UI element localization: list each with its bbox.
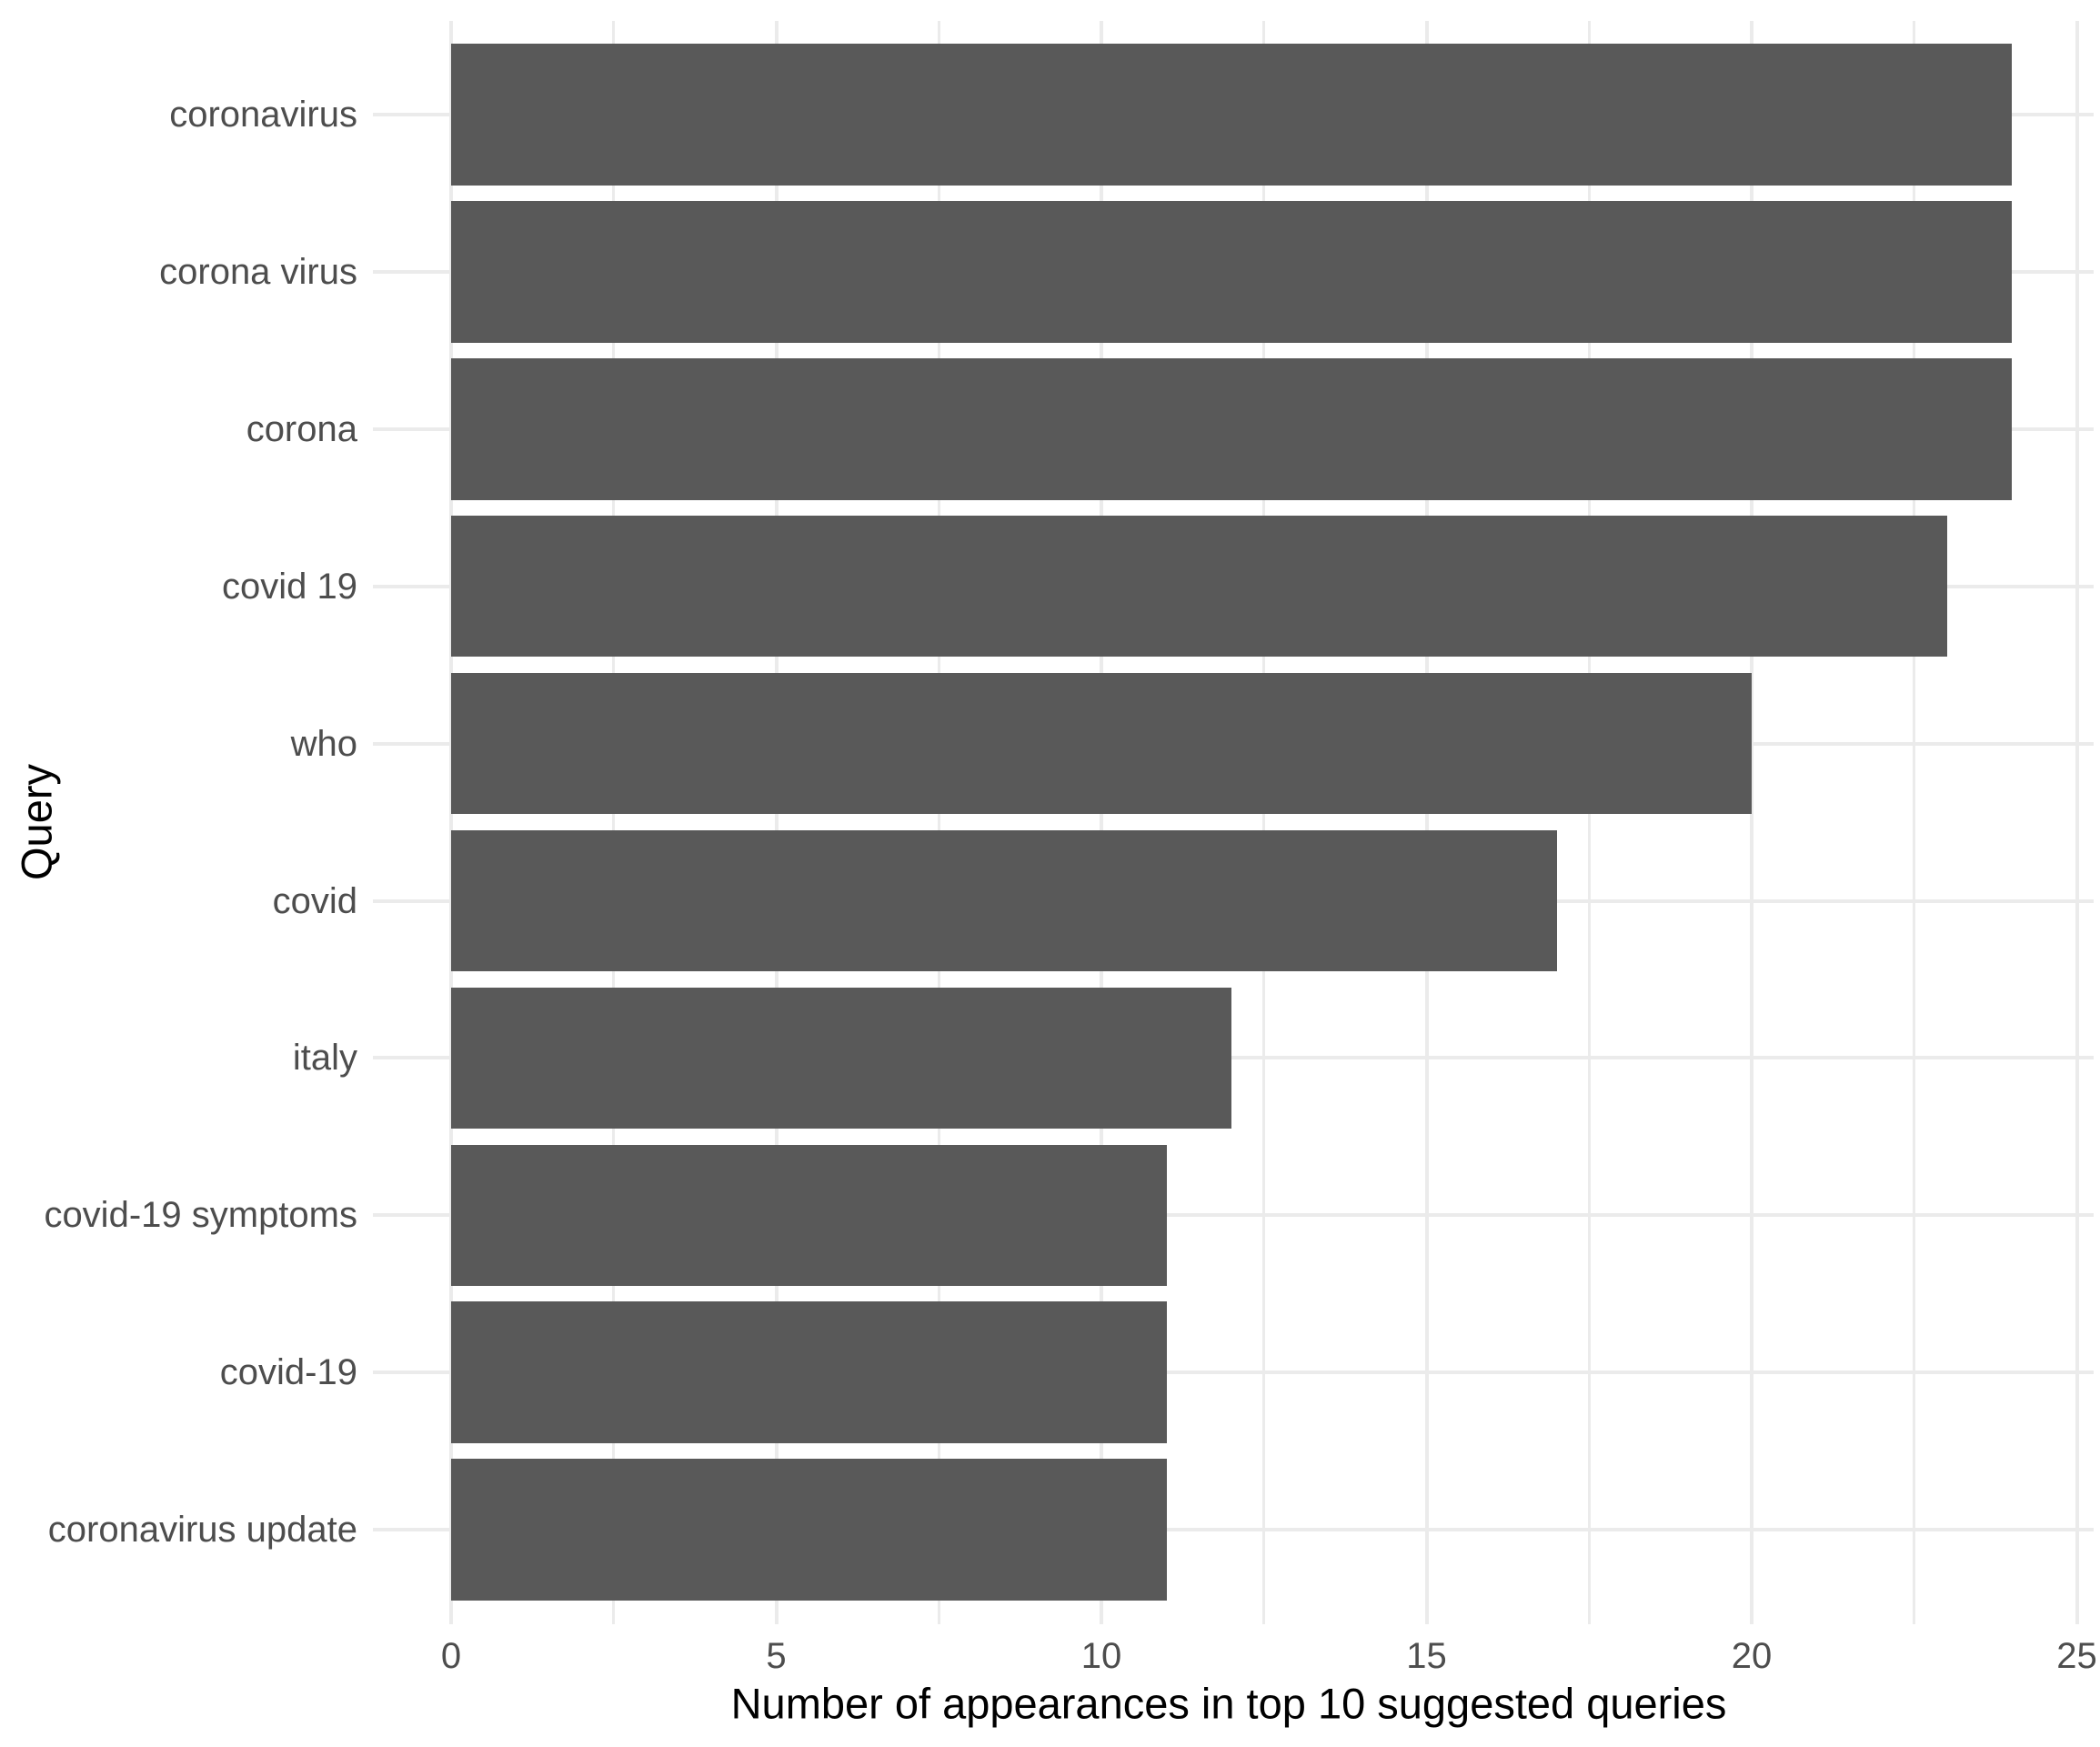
gridline-x-major-15 [1424, 21, 1429, 1624]
bar-covid-19-symptoms [451, 1144, 1167, 1287]
bar-italy [451, 987, 1231, 1130]
bar-corona-virus [451, 201, 2012, 343]
y-tick-label-covid: covid [272, 880, 357, 921]
x-tick-label-25: 25 [2056, 1636, 2097, 1676]
x-tick-label-5: 5 [766, 1636, 787, 1676]
y-tick-label-coronavirus-update: coronavirus update [47, 1510, 357, 1551]
x-tick-label-15: 15 [1406, 1636, 1447, 1676]
gridline-x-minor-17.5 [1587, 21, 1591, 1624]
gridline-y-coronavirus-update [373, 1528, 2094, 1532]
bar-covid-19 [451, 1301, 1167, 1443]
bar-corona [451, 358, 2012, 500]
bar-coronavirus [451, 44, 2012, 186]
gridline-y-covid-19 [373, 1370, 2094, 1375]
gridline-x-major-25 [2075, 21, 2079, 1624]
gridline-x-minor-7.5 [937, 21, 940, 1624]
y-tick-label-coronavirus: coronavirus [169, 95, 357, 135]
y-tick-label-who: who [290, 723, 357, 764]
plot-panel [373, 21, 2094, 1624]
gridline-x-major-20 [1750, 21, 1753, 1624]
gridline-x-major-5 [774, 21, 779, 1624]
x-tick-label-20: 20 [1731, 1636, 1773, 1676]
bar-covid-19 [451, 515, 1947, 658]
gridline-y-italy [373, 1056, 2094, 1060]
y-tick-label-corona-virus: corona virus [159, 251, 357, 292]
gridline-x-minor-12.5 [1262, 21, 1266, 1624]
y-tick-label-covid-19: covid 19 [222, 566, 357, 607]
bar-covid [451, 829, 1557, 972]
x-axis-title: Number of appearances in top 10 suggeste… [730, 1679, 1727, 1728]
x-tick-label-0: 0 [440, 1636, 462, 1676]
bar-coronavirus-update [451, 1459, 1167, 1601]
y-tick-label-covid-19-symptoms: covid-19 symptoms [44, 1195, 357, 1236]
gridline-x-major-10 [1100, 21, 1103, 1624]
bar-who [451, 672, 1752, 815]
gridline-x-minor-2.5 [612, 21, 616, 1624]
x-tick-label-10: 10 [1080, 1636, 1122, 1676]
gridline-x-major-0 [449, 21, 453, 1624]
y-tick-label-corona: corona [246, 408, 357, 449]
gridline-x-minor-22.5 [1913, 21, 1916, 1624]
y-tick-label-italy: italy [292, 1038, 357, 1079]
y-tick-label-covid-19: covid-19 [219, 1352, 357, 1393]
y-axis-title: Query [12, 764, 61, 880]
gridline-y-covid-19-symptoms [373, 1213, 2094, 1218]
